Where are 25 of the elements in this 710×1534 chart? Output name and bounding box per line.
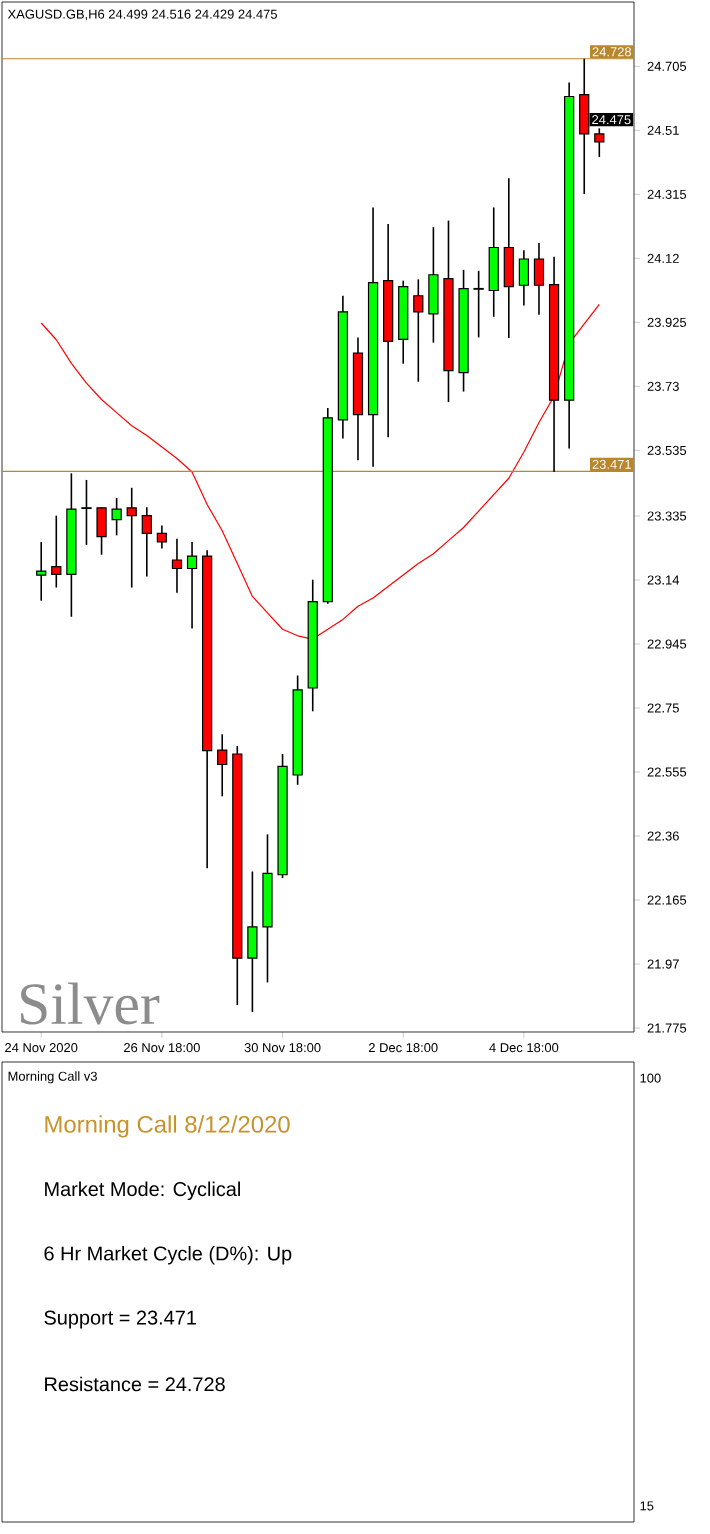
candlestick xyxy=(81,479,92,546)
text: Resistance = 24.728 xyxy=(45,1376,225,1392)
candlestick xyxy=(518,249,530,307)
candlestick xyxy=(503,177,514,339)
text: Support = 23.471 xyxy=(44,1310,196,1329)
candlestick xyxy=(217,733,228,798)
text: 6 Hr Market Cycle (D%): Up xyxy=(44,1245,292,1265)
candlestick xyxy=(413,278,424,383)
candlestick xyxy=(51,514,62,589)
candlestick xyxy=(171,537,183,594)
candlestick xyxy=(111,497,122,537)
annotation: Silver xyxy=(21,982,160,1025)
candlestick xyxy=(156,524,168,550)
candlestick xyxy=(428,226,439,344)
candlestick xyxy=(186,541,198,630)
candlestick xyxy=(247,870,258,1013)
candlestick xyxy=(96,506,107,556)
candlestick xyxy=(473,270,484,339)
candlestick xyxy=(533,242,545,316)
candlestick xyxy=(36,541,47,602)
candlestick xyxy=(126,486,137,589)
text: Market Mode: Cyclical xyxy=(45,1181,240,1201)
text: Morning Call 8/12/2020 xyxy=(45,1115,290,1138)
candlestick xyxy=(141,506,152,578)
candlestick xyxy=(488,206,499,318)
